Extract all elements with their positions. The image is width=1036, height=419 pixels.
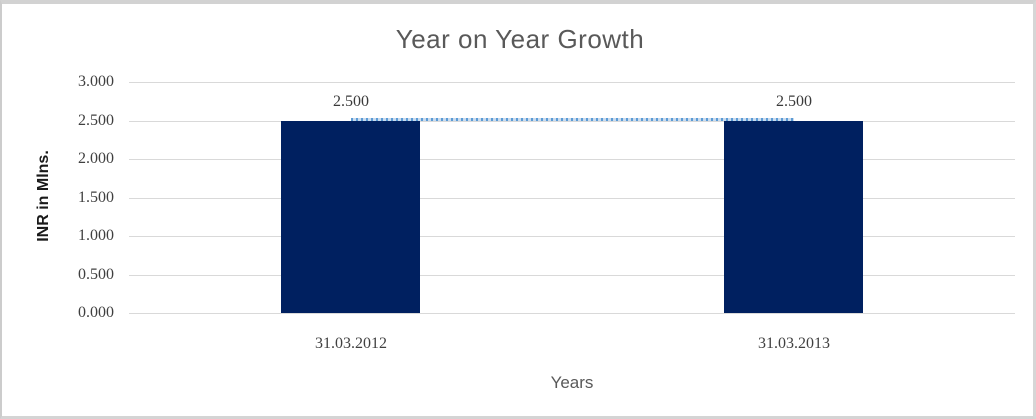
- gridline: [129, 121, 1015, 122]
- y-axis-tick-label: 0.500: [78, 266, 114, 283]
- bar-31.03.2013: [724, 121, 863, 313]
- trendline-dotted: [351, 118, 794, 121]
- y-axis-tick-label: 2.500: [78, 112, 114, 129]
- gridline: [129, 82, 1015, 83]
- bar-31.03.2012: [281, 121, 420, 313]
- bar-data-label: 2.500: [333, 93, 369, 110]
- y-axis-tick-label: 0.000: [78, 304, 114, 321]
- x-axis-category-label: 31.03.2012: [315, 335, 387, 352]
- y-axis-tick-label: 1.500: [78, 189, 114, 206]
- x-axis-title: Years: [550, 373, 594, 392]
- y-axis-tick-label: 1.000: [78, 227, 114, 244]
- gridline: [129, 313, 1015, 314]
- gridline: [129, 159, 1015, 160]
- chart-title: Year on Year Growth: [395, 24, 645, 54]
- y-axis-tick-label: 3.000: [78, 73, 114, 90]
- bar-data-label: 2.500: [776, 93, 812, 110]
- gridline: [129, 198, 1015, 199]
- gridline: [129, 236, 1015, 237]
- gridline: [129, 275, 1015, 276]
- x-axis-category-label: 31.03.2013: [758, 335, 830, 352]
- y-axis-tick-label: 2.000: [78, 150, 114, 167]
